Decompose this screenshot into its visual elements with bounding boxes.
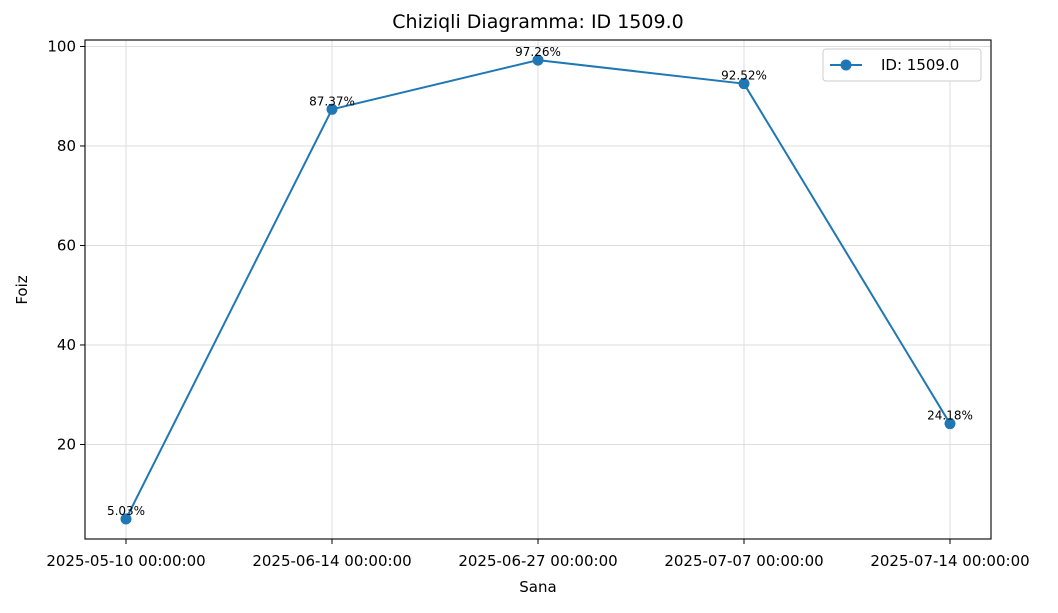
x-tick-label: 2025-06-27 00:00:00 (458, 552, 617, 570)
legend-frame (822, 48, 982, 82)
data-labels: 5.03% 87.37% 97.26% 92.52% 24.18% (107, 45, 973, 518)
legend-entry-label: ID: 1509.0 (881, 56, 959, 74)
chart-title: Chiziqli Diagramma: ID 1509.0 (392, 11, 683, 33)
data-point (738, 78, 750, 90)
y-tick-label: 40 (57, 336, 76, 354)
y-tick-label: 60 (57, 236, 76, 254)
legend: ID: 1509.0 (822, 48, 982, 82)
data-label: 97.26% (515, 45, 561, 59)
data-point (120, 513, 132, 525)
axis-ticks: 2025-05-10 00:00:00 2025-06-14 00:00:00 20… (46, 37, 1029, 570)
x-axis-label: Sana (519, 578, 556, 596)
x-tick-label: 2025-07-14 00:00:00 (870, 552, 1029, 570)
y-tick-label: 20 (57, 435, 76, 453)
y-tick-label: 100 (47, 37, 76, 55)
data-label: 87.37% (309, 94, 355, 108)
y-tick-label: 80 (57, 137, 76, 155)
x-tick-label: 2025-07-07 00:00:00 (664, 552, 823, 570)
data-label: 24.18% (927, 409, 973, 423)
x-tick-label: 2025-06-14 00:00:00 (252, 552, 411, 570)
grid-lines (85, 40, 991, 539)
data-point (944, 418, 956, 430)
legend-marker-swatch (840, 59, 852, 71)
series-layer (120, 54, 956, 525)
data-point (326, 103, 338, 115)
data-point (532, 54, 544, 66)
data-label: 5.03% (107, 504, 145, 518)
x-tick-label: 2025-05-10 00:00:00 (46, 552, 205, 570)
data-label: 92.52% (721, 69, 767, 83)
y-axis-label: Foiz (13, 275, 31, 304)
